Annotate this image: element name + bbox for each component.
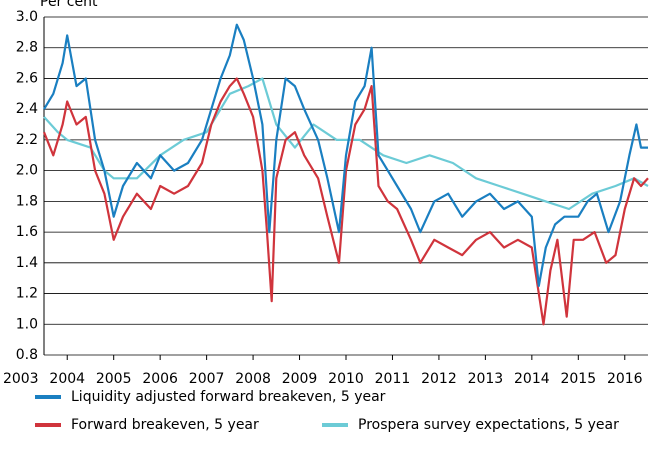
x-tick-label: 2004 <box>49 371 85 387</box>
y-tick-label: 1.4 <box>16 255 38 271</box>
x-tick-label: 2006 <box>142 371 178 387</box>
y-tick-label: 1.6 <box>16 224 38 240</box>
x-tick-label: 2009 <box>282 371 318 387</box>
y-tick-label: 2.6 <box>16 70 38 86</box>
x-tick-label: 2012 <box>421 371 457 387</box>
y-tick-label: 1.0 <box>16 316 38 332</box>
x-tick-label: 2015 <box>560 371 596 387</box>
legend-label: Liquidity adjusted forward breakeven, 5 … <box>71 389 386 405</box>
y-tick-label: 2.0 <box>16 163 38 179</box>
y-tick-label: 0.8 <box>16 347 38 363</box>
y-axis-label: Per cent <box>40 0 98 10</box>
y-tick-label: 1.2 <box>16 286 38 302</box>
legend-label: Forward breakeven, 5 year <box>71 417 259 433</box>
legend-label: Prospera survey expectations, 5 year <box>358 417 619 433</box>
x-tick-label: 2014 <box>514 371 550 387</box>
x-tick-label: 2010 <box>328 371 364 387</box>
x-tick-label: 2007 <box>189 371 225 387</box>
x-tick-label: 2003 <box>3 371 39 387</box>
x-tick-label: 2013 <box>468 371 504 387</box>
series-line <box>42 77 649 326</box>
y-tick-label: 2.8 <box>16 40 38 56</box>
y-tick-label: 2.2 <box>16 132 38 148</box>
series-line <box>43 23 648 287</box>
y-tick-label: 3.0 <box>16 9 38 25</box>
y-tick-label: 2.4 <box>16 101 38 117</box>
y-tick-label: 1.8 <box>16 193 38 209</box>
x-tick-label: 2016 <box>607 371 643 387</box>
series-line <box>43 77 649 211</box>
x-tick-label: 2005 <box>96 371 132 387</box>
x-tick-label: 2011 <box>375 371 411 387</box>
x-tick-label: 2008 <box>235 371 271 387</box>
